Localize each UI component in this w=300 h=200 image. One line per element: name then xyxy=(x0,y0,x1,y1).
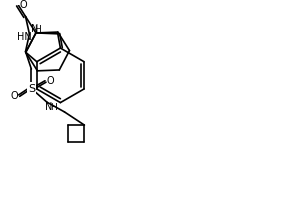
Text: O: O xyxy=(11,91,19,101)
Text: N: N xyxy=(31,24,39,34)
Text: HN: HN xyxy=(17,32,32,42)
Text: S: S xyxy=(28,84,35,94)
Text: H: H xyxy=(34,25,41,34)
Text: O: O xyxy=(46,76,54,86)
Text: N: N xyxy=(45,102,52,112)
Text: H: H xyxy=(50,103,57,112)
Text: O: O xyxy=(19,0,27,10)
